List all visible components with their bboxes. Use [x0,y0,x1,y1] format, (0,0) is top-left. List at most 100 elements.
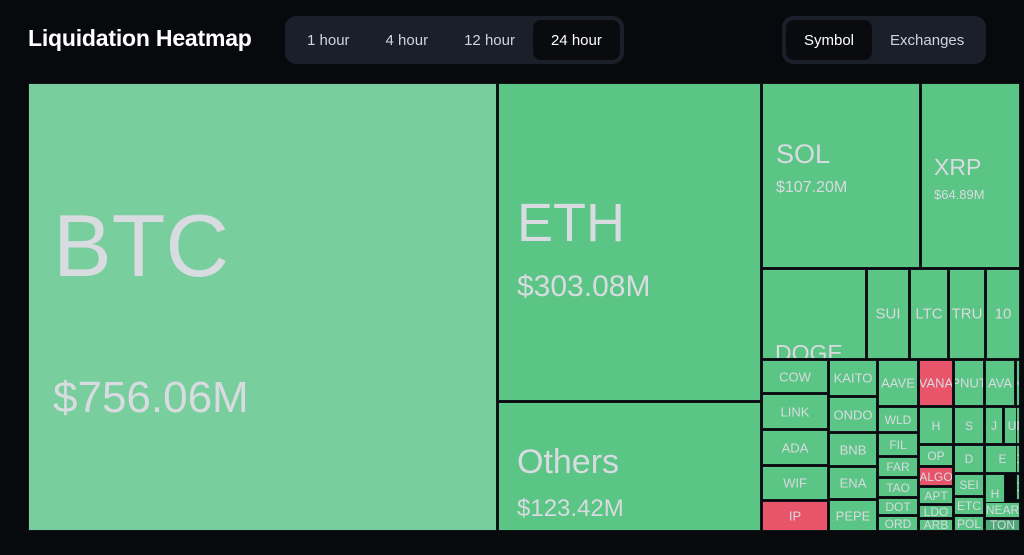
timeframe-segmented-control[interactable]: 1 hour 4 hour 12 hour 24 hour [285,16,624,64]
treemap-tile-sui[interactable]: SUI [867,269,909,359]
treemap-tile-doge[interactable]: DOGE$33.44M [762,269,866,359]
treemap-tile-c[interactable]: C [1016,445,1020,473]
tile-symbol-label: SUI [875,305,901,323]
tile-symbol-label: NEAR [985,503,1020,517]
tile-symbol-label: PNUT [955,375,983,391]
tile-value-label: $123.42M [517,495,624,522]
treemap-tile-link[interactable]: LINK [762,394,828,429]
treemap-tile-pepe[interactable]: PEPE [829,500,877,531]
timeframe-option-12-hour[interactable]: 12 hour [446,20,533,60]
treemap-tile-ton[interactable]: TON [985,519,1020,531]
tile-symbol-label: FIL [889,437,907,452]
tile-symbol-label: ORD [884,516,912,531]
tile-symbol-label: LTC [915,305,943,323]
treemap-tile-cow[interactable]: COW [762,360,828,393]
treemap-tile-ondo[interactable]: ONDO [829,397,877,432]
treemap-tile-ava[interactable]: AVA [985,360,1015,406]
treemap-tile-ada[interactable]: ADA [762,430,828,465]
treemap-tile-pol[interactable]: POL [954,516,984,531]
treemap-chart: BTC $756.06M ETH $303.08M Others $123.42M SOL $… [0,82,1024,555]
view-mode-option-exchanges[interactable]: Exchanges [872,20,982,60]
tile-symbol-label: Others [517,443,620,481]
tile-symbol-label: H [990,487,1000,501]
tile-symbol-label: POL [956,516,982,531]
app-header: Liquidation Heatmap 1 hour 4 hour 12 hour 2… [0,0,1024,82]
tile-symbol-label: C [1017,453,1019,465]
tile-value-label: $756.06M [53,373,249,422]
treemap-tile-others[interactable]: Others $123.42M [498,402,761,531]
timeframe-option-24-hour[interactable]: 24 hour [532,20,620,60]
treemap-tile-ena[interactable]: ENA [829,467,877,499]
treemap-tile-e[interactable]: E [985,445,1020,473]
tile-symbol-label: BNB [839,442,867,457]
page-title: Liquidation Heatmap [28,25,252,51]
view-mode-option-symbol[interactable]: Symbol [786,20,873,60]
treemap-tile-aave[interactable]: AAVE [878,360,918,406]
treemap-tile-far[interactable]: FAR [878,457,918,477]
tile-symbol-label: ENA [839,475,867,491]
treemap-tile-btc[interactable]: BTC $756.06M [28,83,497,531]
treemap-tile-eth[interactable]: ETH $303.08M [498,83,761,401]
tile-symbol-label: SOL [776,139,831,169]
treemap-tile-algo[interactable]: ALGO [919,467,953,486]
timeframe-option-1-hour[interactable]: 1 hour [289,20,368,60]
treemap-tile-tao[interactable]: TAO [878,478,918,497]
tile-symbol-label: APT [924,488,948,503]
treemap-tile-d[interactable]: D [954,445,984,473]
treemap-tile-n[interactable]: N [1016,360,1020,406]
tile-value-label: $107.20M [776,179,848,196]
tile-symbol-label: OP [927,448,945,463]
tile-symbol-label: WLD [884,412,912,427]
treemap-tile-ip[interactable]: IP [762,501,828,531]
treemap-tile-apt[interactable]: APT [919,487,953,504]
tile-symbol-label: T [1017,420,1019,432]
treemap-tile-ord[interactable]: ORD [878,516,918,531]
tile-symbol-label: VANA [919,375,953,391]
view-mode-segmented-control[interactable]: Symbol Exchanges [782,16,987,64]
tile-symbol-label: H [931,418,941,433]
tile-symbol-label: WIF [783,475,807,491]
treemap-tile-bnb[interactable]: BNB [829,433,877,466]
treemap-tile-ltc[interactable]: LTC [910,269,948,359]
tile-symbol-label: N [1017,377,1019,390]
tile-symbol-label: KAITO [833,370,873,386]
treemap-tile-arb[interactable]: ARB [919,519,953,531]
tile-symbol-label: ARB [923,519,949,531]
tile-symbol-label: COW [779,369,811,384]
tile-symbol-label: S [964,418,974,433]
tile-symbol-label: IP [788,508,802,524]
treemap-tile-h[interactable]: H [919,407,953,444]
treemap-tile-dot[interactable]: DOT [878,498,918,515]
treemap-tile-xrp[interactable]: XRP $64.89M [921,83,1020,268]
treemap-tile-tru[interactable]: TRU [949,269,985,359]
treemap-tile-kaito[interactable]: KAITO [829,360,877,396]
treemap-tile-s[interactable]: S [954,407,984,444]
treemap-tile-wif[interactable]: WIF [762,466,828,500]
treemap-tile-op[interactable]: OP [919,445,953,466]
tile-symbol-label: PEPE [835,508,871,523]
treemap-tile-t[interactable]: T [1016,407,1020,444]
tile-symbol-label: LDO [923,505,949,518]
tile-symbol-label: AAVE [881,375,915,391]
tile-symbol-label: J [991,418,997,433]
treemap-tile-sei[interactable]: SEI [954,474,984,496]
treemap-tile-ldo[interactable]: LDO [919,505,953,518]
tile-value-label: $303.08M [517,270,651,303]
treemap-tile-pnut[interactable]: PNUT [954,360,984,406]
treemap-tile-j[interactable]: J [985,407,1003,444]
tile-symbol-label: TAO [886,480,910,495]
tile-symbol-label: D [964,452,974,466]
tile-symbol-label: DOT [885,499,911,514]
treemap-tile-sol[interactable]: SOL $107.20M [762,83,920,268]
treemap-tile-vana[interactable]: VANA [919,360,953,406]
timeframe-option-4-hour[interactable]: 4 hour [368,20,447,60]
treemap-tile-near[interactable]: NEAR [985,502,1020,518]
treemap-tile-o[interactable]: O [1016,474,1020,500]
tile-symbol-label: TRU [951,305,983,323]
treemap-tile-etc[interactable]: ETC [954,497,984,515]
treemap-tile-10[interactable]: 10 [986,269,1020,359]
treemap-tile-wld[interactable]: WLD [878,407,918,432]
tile-symbol-label: LINK [780,404,810,419]
treemap-tile-fil[interactable]: FIL [878,433,918,456]
